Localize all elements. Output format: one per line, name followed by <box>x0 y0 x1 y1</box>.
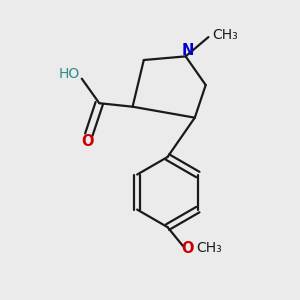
Text: O: O <box>81 134 93 148</box>
Text: CH₃: CH₃ <box>196 241 222 255</box>
Text: CH₃: CH₃ <box>213 28 238 42</box>
Text: N: N <box>181 43 194 58</box>
Text: O: O <box>181 241 194 256</box>
Text: HO: HO <box>59 68 80 82</box>
